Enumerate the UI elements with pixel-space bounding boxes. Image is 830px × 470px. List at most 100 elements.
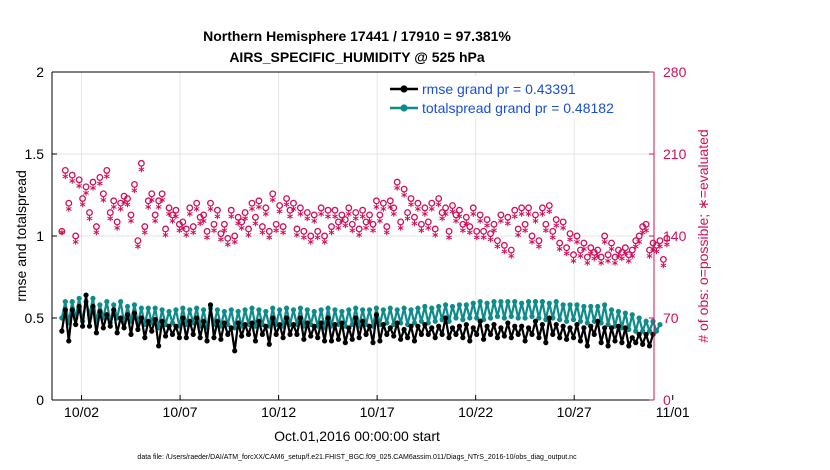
legend-rmse-label: rmse grand pr = 0.43391	[422, 81, 576, 97]
legend-spread-marker	[400, 104, 408, 112]
obs-possible-marker	[290, 199, 297, 207]
rmse-marker	[498, 325, 504, 331]
obs-possible-marker	[504, 213, 512, 221]
obs-evaluated-marker: *	[380, 204, 387, 218]
obs-possible-marker	[217, 230, 225, 238]
rmse-marker	[456, 323, 463, 329]
rmse-marker	[508, 335, 514, 341]
obs-evaluated-marker: *	[584, 258, 591, 272]
obs-evaluated-marker: *	[263, 209, 270, 223]
totalspread-marker	[214, 307, 221, 313]
obs-evaluated-marker: *	[273, 225, 280, 239]
rmse-marker	[90, 303, 96, 310]
rmse-marker	[335, 336, 342, 342]
obs-evaluated-marker: *	[660, 260, 667, 274]
totalspread-marker	[353, 305, 359, 311]
totalspread-marker	[235, 308, 241, 315]
obs-evaluated-marker: *	[353, 214, 360, 228]
obs-evaluated-marker: *	[387, 202, 394, 216]
legend-spread-label: totalspread grand pr = 0.48182	[422, 100, 614, 116]
obs-evaluated-marker: *	[612, 258, 619, 272]
obs-evaluated-marker: *	[69, 176, 76, 190]
obs-evaluated-marker: *	[335, 223, 342, 237]
rmse-marker	[446, 335, 452, 341]
obs-evaluated-marker: *	[73, 237, 80, 251]
rmse-marker	[432, 335, 438, 341]
obs-evaluated-marker: *	[622, 249, 629, 263]
rmse-marker	[294, 331, 300, 337]
totalspread-marker	[449, 303, 456, 310]
rmse-marker	[339, 320, 345, 326]
rmse-marker	[73, 321, 79, 328]
rmse-marker	[467, 338, 473, 344]
obs-evaluated-marker: *	[359, 211, 366, 225]
obs-possible-marker	[61, 166, 69, 174]
obs-possible-marker	[511, 206, 519, 214]
obs-possible-marker	[231, 232, 239, 240]
obs-evaluated-marker: *	[83, 188, 90, 202]
obs-evaluated-marker: *	[453, 216, 460, 230]
obs-possible-marker	[576, 246, 584, 254]
rmse-marker	[321, 338, 328, 344]
obs-evaluated-marker: *	[608, 244, 615, 258]
obs-possible-marker	[207, 199, 214, 207]
rmse-marker	[183, 335, 189, 341]
obs-evaluated-marker: *	[539, 209, 546, 223]
obs-possible-marker	[96, 173, 104, 181]
obs-evaluated-marker: *	[194, 204, 201, 218]
obs-possible-marker	[559, 218, 567, 226]
obs-evaluated-marker: *	[256, 202, 263, 216]
rmse-marker	[570, 335, 577, 341]
rmse-marker	[232, 348, 238, 354]
rmse-marker	[429, 325, 435, 331]
rmse-marker	[602, 325, 608, 331]
rmse-marker	[366, 323, 373, 329]
rmse-marker	[643, 331, 649, 337]
obs-possible-marker	[507, 246, 515, 254]
obs-evaluated-marker: *	[114, 223, 121, 237]
obs-evaluated-marker: *	[519, 209, 526, 223]
totalspread-marker	[546, 300, 552, 306]
obs-evaluated-marker: *	[442, 209, 449, 223]
rmse-marker	[650, 331, 656, 337]
rmse-marker	[353, 315, 359, 321]
totalspread-marker	[643, 318, 649, 324]
rmse-marker	[79, 323, 86, 329]
totalspread-marker	[633, 328, 639, 334]
totalspread-marker	[131, 302, 138, 308]
obs-evaluated-marker: *	[657, 242, 664, 256]
obs-possible-marker	[545, 202, 553, 209]
totalspread-marker	[339, 308, 345, 315]
rmse-marker	[626, 343, 632, 349]
obs-evaluated-marker: *	[601, 237, 608, 251]
obs-possible-marker	[314, 227, 322, 235]
obs-possible-marker	[345, 204, 353, 212]
obs-possible-marker	[92, 223, 100, 231]
obs-possible-marker	[193, 199, 201, 207]
rmse-marker	[477, 318, 483, 324]
rmse-marker	[442, 315, 449, 321]
obs-evaluated-marker: *	[591, 253, 598, 267]
obs-evaluated-marker: *	[567, 235, 574, 249]
rmse-marker	[463, 321, 469, 328]
totalspread-marker	[152, 305, 158, 311]
obs-possible-marker	[321, 232, 329, 240]
totalspread-marker	[584, 320, 590, 326]
obs-possible-marker	[532, 211, 539, 219]
obs-possible-marker	[68, 171, 76, 179]
obs-possible-marker	[341, 216, 349, 224]
obs-evaluated-marker: *	[384, 228, 391, 242]
rmse-marker	[166, 323, 172, 329]
obs-evaluated-marker: *	[266, 232, 273, 246]
obs-evaluated-marker: *	[221, 225, 228, 239]
obs-evaluated-marker: *	[93, 228, 100, 242]
obs-evaluated-marker: *	[391, 209, 398, 223]
rmse-marker	[394, 320, 400, 326]
rmse-series	[59, 292, 656, 354]
obs-possible-marker	[594, 246, 602, 254]
obs-evaluated-marker: *	[401, 190, 408, 204]
obs-evaluated-marker: *	[111, 202, 118, 216]
obs-evaluated-marker: *	[135, 242, 142, 256]
obs-possible-marker	[604, 251, 612, 259]
y-tick-label-left: 1.5	[25, 146, 45, 162]
